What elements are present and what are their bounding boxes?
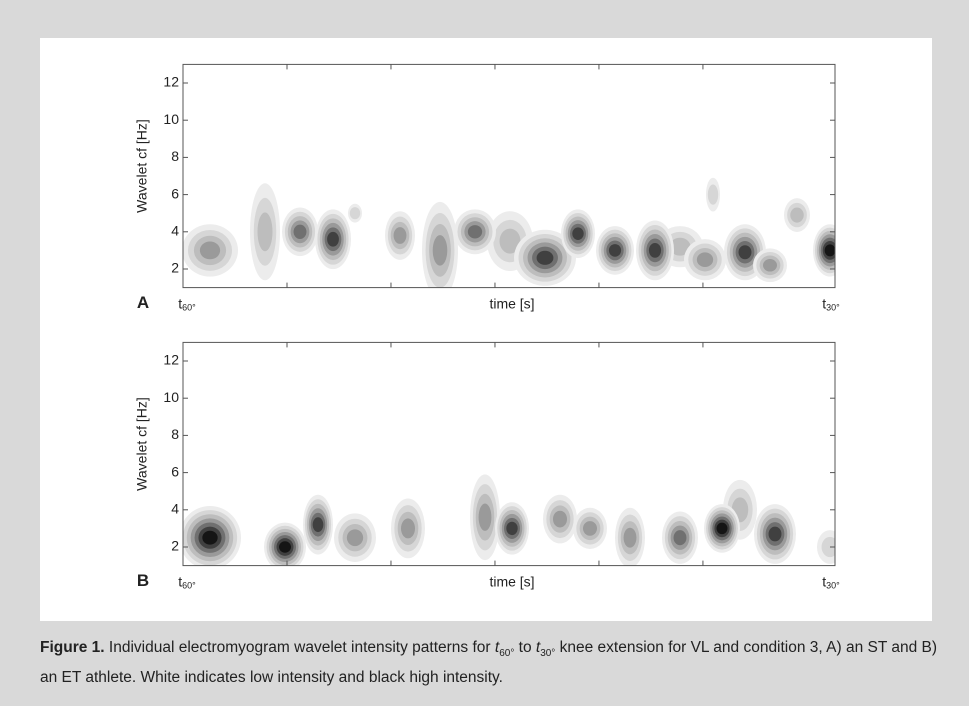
intensity-contour — [673, 530, 687, 546]
intensity-contour — [312, 517, 324, 533]
x-tick-subscript: 30° — [826, 581, 840, 591]
y-tick-label: 4 — [171, 223, 179, 239]
caption-label: Figure 1. — [40, 639, 105, 656]
intensity-contour — [478, 503, 492, 531]
caption-text: knee extension for VL and condition 3, A… — [40, 639, 938, 687]
x-tick-label: t30° — [822, 295, 840, 313]
intensity-contour — [716, 522, 728, 535]
intensity-contour — [257, 212, 273, 252]
intensity-contour — [327, 231, 339, 247]
x-tick-subscript: 60° — [182, 303, 196, 313]
caption-text: to — [514, 639, 536, 656]
y-tick-label: 2 — [171, 538, 179, 554]
y-tick-label: 8 — [171, 148, 179, 164]
x-tick-subscript: 60° — [182, 581, 196, 591]
panel-label: B — [137, 571, 149, 590]
x-tick-symbol: t — [178, 573, 182, 589]
intensity-contour — [623, 527, 637, 548]
y-tick-label: 10 — [163, 111, 179, 127]
panel-label: A — [137, 293, 149, 312]
y-axis-label: Wavelet cf [Hz] — [134, 397, 150, 491]
intensity-contour — [790, 207, 804, 223]
plot-frame — [182, 341, 836, 567]
y-tick-label: 2 — [171, 260, 179, 276]
intensity-contour — [349, 207, 361, 220]
y-tick-label: 10 — [163, 389, 179, 405]
intensity-contour — [202, 530, 218, 545]
x-tick-label: t60° — [178, 573, 196, 591]
x-tick-symbol: t — [822, 295, 826, 311]
intensity-contour — [821, 536, 835, 558]
plot-frame — [182, 63, 836, 289]
y-tick-label: 6 — [171, 185, 179, 201]
x-tick-label: t60° — [178, 295, 196, 313]
intensity-contour — [199, 241, 221, 260]
intensity-contour — [608, 244, 622, 257]
y-tick-label: 12 — [163, 352, 179, 368]
intensity-contour — [669, 237, 691, 256]
intensity-contour — [393, 227, 407, 244]
intensity-contour — [738, 245, 752, 260]
y-tick-label: 4 — [171, 501, 179, 517]
heatmap — [183, 177, 835, 288]
heatmap — [183, 474, 835, 566]
x-tick-symbol: t — [822, 573, 826, 589]
x-tick-subscript: 30° — [826, 303, 840, 313]
intensity-contour — [467, 225, 483, 239]
intensity-contour — [506, 521, 518, 536]
intensity-contour — [768, 526, 782, 542]
y-tick-label: 8 — [171, 426, 179, 442]
x-axis-label: time [s] — [489, 295, 534, 311]
y-tick-label: 12 — [163, 74, 179, 90]
x-axis-label: time [s] — [489, 573, 534, 589]
intensity-contour — [763, 259, 777, 272]
caption-symbol: t — [494, 639, 500, 656]
x-tick-label: t30° — [822, 573, 840, 591]
intensity-contour — [696, 252, 714, 268]
intensity-contour — [553, 510, 567, 528]
y-axis-label: Wavelet cf [Hz] — [134, 119, 150, 213]
caption-symbol: t — [535, 639, 541, 656]
intensity-contour — [293, 224, 307, 239]
intensity-contour — [583, 521, 597, 536]
intensity-contour — [346, 529, 364, 547]
y-tick-label: 6 — [171, 463, 179, 479]
intensity-contour — [572, 227, 584, 240]
caption-text: Individual electromyogram wavelet intens… — [108, 639, 495, 656]
intensity-contour — [824, 244, 835, 257]
intensity-contour — [536, 250, 554, 265]
caption-subscript: 60° — [499, 648, 515, 660]
intensity-contour — [401, 518, 415, 539]
intensity-contour — [279, 541, 291, 553]
intensity-contour — [648, 243, 662, 258]
caption-subscript: 30° — [540, 648, 556, 660]
intensity-contour — [499, 228, 521, 254]
x-tick-symbol: t — [178, 295, 182, 311]
caption: Figure 1. Individual electromyogram wave… — [40, 636, 940, 690]
intensity-contour — [707, 184, 719, 205]
intensity-contour — [432, 235, 448, 266]
